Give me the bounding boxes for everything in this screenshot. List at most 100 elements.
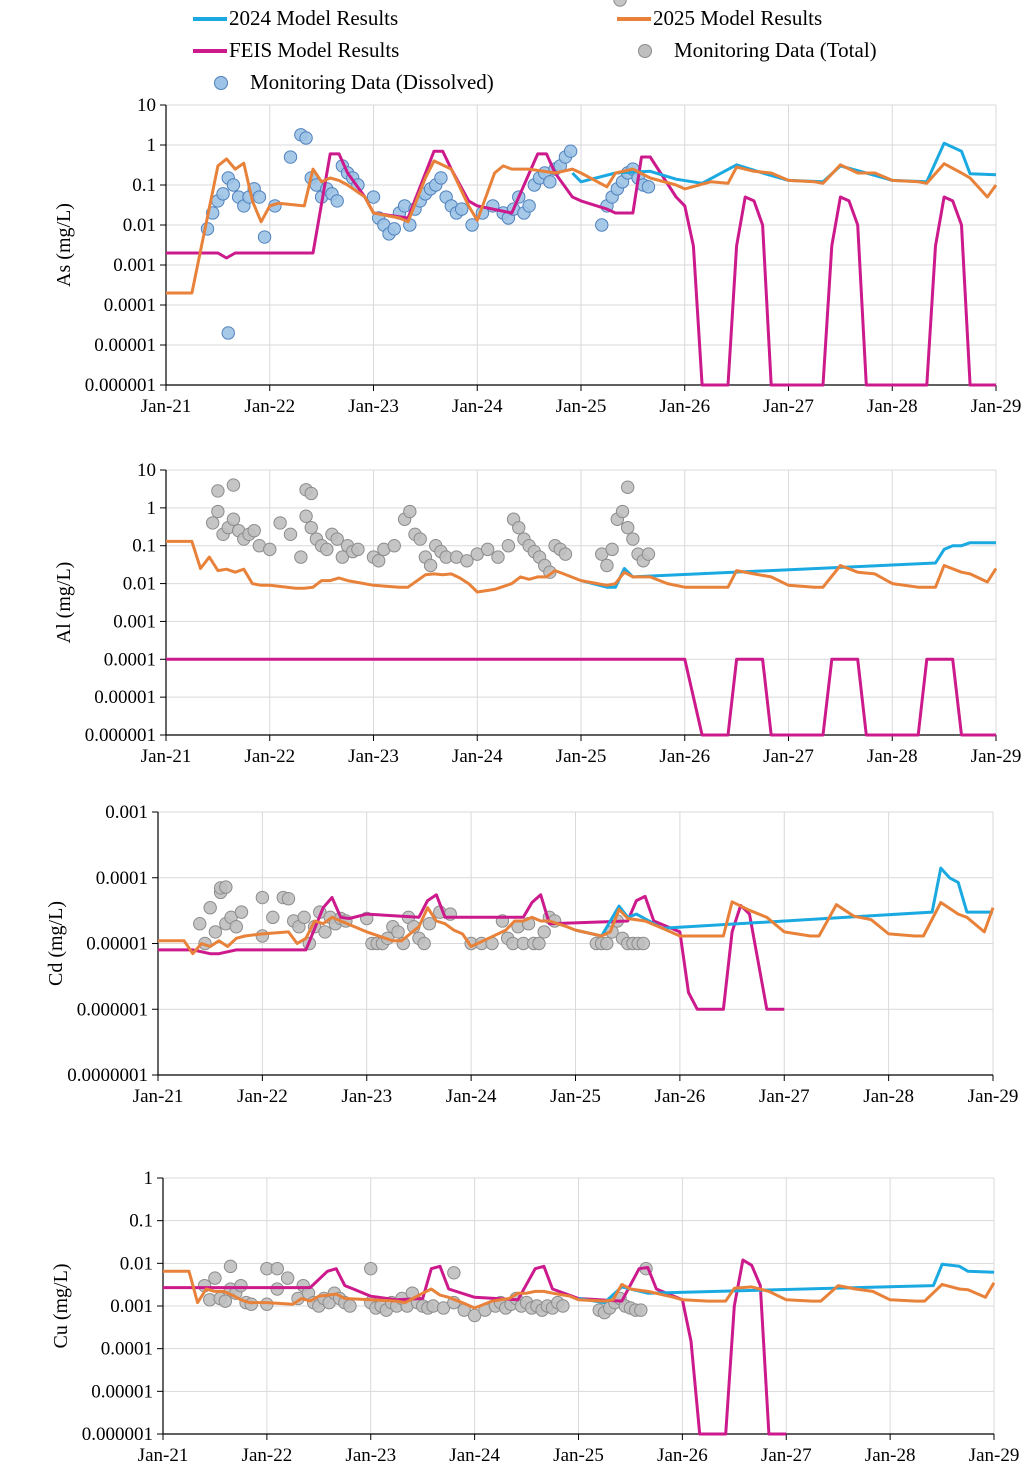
panel-4-ytick-label: 0.00001 xyxy=(91,1381,153,1402)
panel-2-y-axis-label: Al (mg/L) xyxy=(53,562,75,644)
panel-4-ytick-label: 0.1 xyxy=(129,1211,153,1232)
panel-2-point-monitoring-data-total- xyxy=(480,542,495,557)
panel-1-point-monitoring-data-dissolved- xyxy=(454,202,469,216)
panel-2-ytick-label: 0.01 xyxy=(123,574,156,595)
legend-label-2025-model: 2025 Model Results xyxy=(653,6,823,30)
panel-1-xtick-label: Jan-23 xyxy=(348,396,399,417)
panel-4-series-feis-model-results xyxy=(163,1258,787,1436)
panel-4-xtick-label: Jan-28 xyxy=(865,1445,916,1466)
legend-line-swatch-2024 xyxy=(193,16,227,21)
legend-item-monitoring-dissolved: Monitoring Data (Dissolved) xyxy=(210,70,494,95)
panel-1-ytick-label: 0.1 xyxy=(132,175,156,196)
panel-3-series-2024-model-results xyxy=(575,866,993,938)
panel-3-point-monitoring-data-total- xyxy=(537,925,551,939)
panel-3-point-monitoring-data-total- xyxy=(208,925,223,939)
panel-1-point-monitoring-data-dissolved- xyxy=(257,230,272,244)
panel-2-xtick-label: Jan-24 xyxy=(452,746,503,767)
panel-2-point-monitoring-data-total- xyxy=(294,550,308,564)
panel-3-ytick-label: 0.0001 xyxy=(96,868,148,889)
panel-3-point-monitoring-data-total- xyxy=(203,901,217,915)
legend-marker-swatch-total xyxy=(638,43,652,58)
chart-legend: 2024 Model Results 2025 Model Results FE… xyxy=(0,0,1036,100)
panel-2-point-monitoring-data-total- xyxy=(605,542,619,557)
panel-1-point-monitoring-data-dissolved- xyxy=(283,150,298,164)
panel-2-point-monitoring-data-total- xyxy=(501,539,516,553)
panel-1-ytick-label: 0.00001 xyxy=(94,335,156,356)
panel-2-point-monitoring-data-total- xyxy=(299,509,313,523)
panel-4-point-monitoring-data-total- xyxy=(613,0,627,7)
panel-4-point-monitoring-data-total- xyxy=(447,1266,461,1280)
panel-3-point-monitoring-data-total- xyxy=(229,920,243,934)
panel-3-point-monitoring-data-total- xyxy=(422,917,437,931)
panel-2-point-monitoring-data-total- xyxy=(641,547,656,561)
panel-4-point-monitoring-data-total- xyxy=(280,1271,295,1285)
panel-3-xtick-label: Jan-23 xyxy=(341,1086,392,1107)
panel-4-xtick-label: Jan-22 xyxy=(242,1445,293,1466)
panel-4-point-monitoring-data-total- xyxy=(364,1261,378,1276)
panel-1-point-monitoring-data-dissolved- xyxy=(299,131,313,145)
panel-2-point-monitoring-data-total- xyxy=(304,486,318,501)
panel-2-point-monitoring-data-total- xyxy=(413,532,427,546)
panel-2-series-2024-model-results xyxy=(580,541,996,589)
panel-4-point-monitoring-data-total- xyxy=(270,1261,284,1276)
panel-3-xtick-label: Jan-26 xyxy=(655,1086,706,1107)
panel-2-point-monitoring-data-total- xyxy=(273,516,287,530)
panel-2-ytick-label: 0.001 xyxy=(113,611,156,632)
panel-4-xtick-label: Jan-27 xyxy=(761,1445,812,1466)
panel-3-point-monitoring-data-total- xyxy=(219,880,233,894)
panel-2-point-monitoring-data-total- xyxy=(620,480,635,494)
panel-3-point-monitoring-data-total- xyxy=(636,936,651,951)
panel-1-xtick-label: Jan-24 xyxy=(452,396,503,417)
panel-2-xtick-label: Jan-29 xyxy=(971,746,1022,767)
panel-1-point-monitoring-data-dissolved- xyxy=(226,178,241,192)
panel-3-point-monitoring-data-total- xyxy=(234,905,249,919)
panel-3-point-monitoring-data-total- xyxy=(255,890,270,905)
panel-2-ytick-label: 10 xyxy=(137,460,156,481)
panel-4-point-monitoring-data-total- xyxy=(436,1301,451,1315)
legend-item-2025-model: 2025 Model Results xyxy=(617,6,822,31)
panel-2-point-monitoring-data-total- xyxy=(460,554,474,568)
panel-1-series-2025-model-results xyxy=(166,157,998,295)
legend-label-monitoring-dissolved: Monitoring Data (Dissolved) xyxy=(250,70,494,94)
panel-1-point-monitoring-data-dissolved- xyxy=(641,180,656,194)
panel-1-point-monitoring-data-dissolved- xyxy=(221,326,235,340)
panel-4-ytick-label: 0.0001 xyxy=(101,1339,153,1360)
panel-2-xtick-label: Jan-28 xyxy=(867,746,918,767)
panel-3-ytick-label: 0.00001 xyxy=(86,934,148,955)
panel-2-ytick-label: 0.000001 xyxy=(85,725,156,746)
panel-3-point-monitoring-data-total- xyxy=(297,910,311,925)
panel-1-point-monitoring-data-dissolved- xyxy=(595,218,609,232)
panel-1-point-monitoring-data-dissolved- xyxy=(366,190,381,204)
panel-4-xtick-label: Jan-24 xyxy=(449,1445,500,1466)
panel-3-ytick-label: 0.001 xyxy=(105,802,148,823)
panel-1-point-monitoring-data-dissolved- xyxy=(216,187,230,201)
panel-3-xtick-label: Jan-25 xyxy=(550,1086,601,1107)
panel-2-ytick-label: 0.00001 xyxy=(94,687,156,708)
legend-line-swatch-2025 xyxy=(617,16,651,21)
panel-2-ytick-label: 0.1 xyxy=(132,536,156,557)
legend-line-swatch-feis xyxy=(193,48,227,53)
panel-4-point-monitoring-data-total- xyxy=(244,1297,258,1311)
panel-4-series-2025-model-results xyxy=(163,1269,996,1310)
panel-3-xtick-label: Jan-22 xyxy=(237,1086,288,1107)
panel-3-y-axis-label: Cd (mg/L) xyxy=(45,901,67,986)
panel-1-point-monitoring-data-dissolved- xyxy=(543,175,557,189)
panel-3-point-monitoring-data-total- xyxy=(600,936,614,951)
panel-4-ytick-label: 0.01 xyxy=(120,1253,153,1274)
legend-item-2024-model: 2024 Model Results xyxy=(193,6,398,31)
panel-1-point-monitoring-data-dissolved- xyxy=(434,171,448,185)
panel-1-point-monitoring-data-dissolved- xyxy=(563,144,578,158)
panel-1-point-monitoring-data-dissolved- xyxy=(465,218,479,232)
panel-1-xtick-label: Jan-29 xyxy=(971,396,1022,417)
panel-3-point-monitoring-data-total- xyxy=(193,917,207,931)
panel-1-xtick-label: Jan-26 xyxy=(659,396,710,417)
panel-1-ytick-label: 1 xyxy=(147,135,157,156)
panel-2-xtick-label: Jan-21 xyxy=(141,746,192,767)
panel-2-point-monitoring-data-total- xyxy=(371,554,386,568)
panel-2-point-monitoring-data-total- xyxy=(600,558,614,573)
panel-2-point-monitoring-data-total- xyxy=(615,504,630,519)
panel-4-ytick-label: 1 xyxy=(144,1168,154,1189)
panel-4-y-axis-label: Cu (mg/L) xyxy=(50,1264,72,1349)
panel-2-point-monitoring-data-total- xyxy=(263,542,277,557)
panel-2-point-monitoring-data-total- xyxy=(423,558,438,573)
